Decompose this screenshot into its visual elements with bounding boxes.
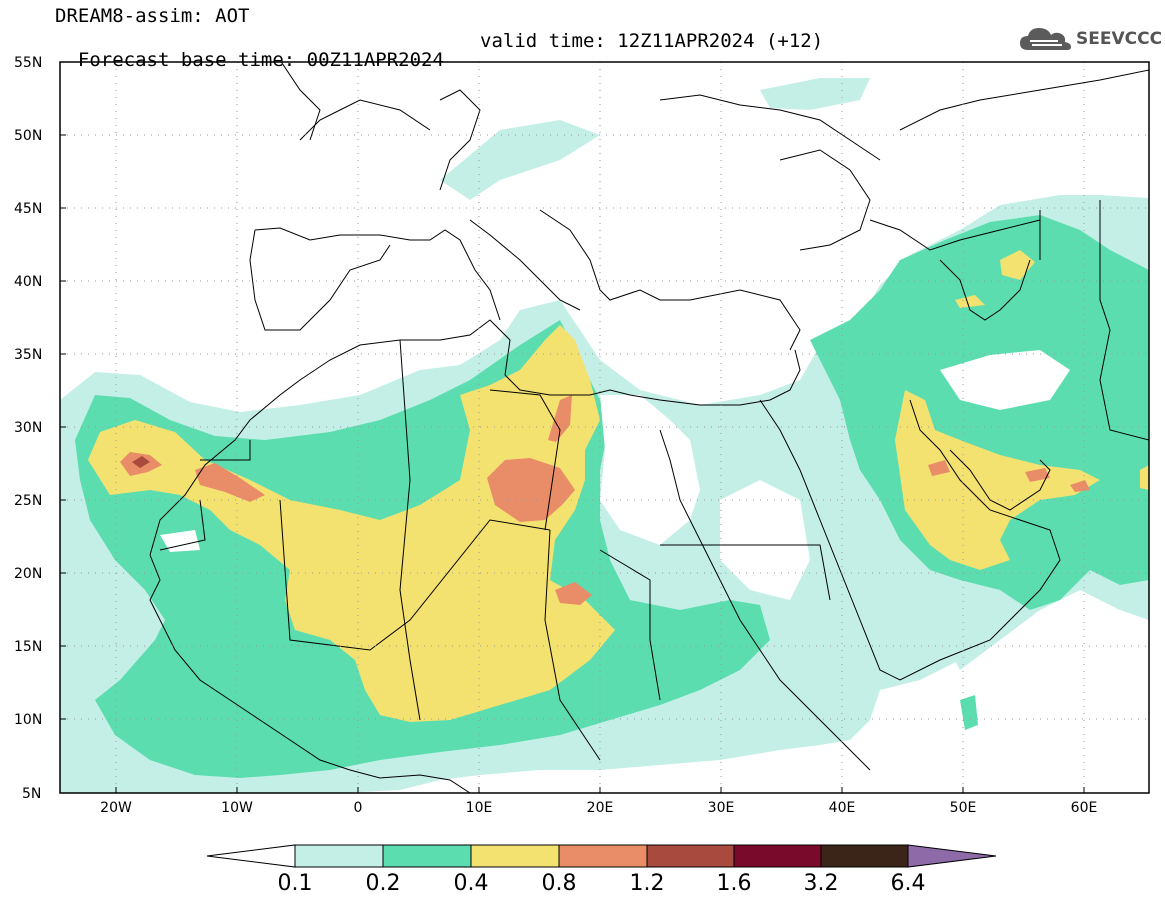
- aot-level-0.8: [555, 582, 592, 605]
- lat-tick-label: 55N: [14, 55, 42, 71]
- aot-level-1.2: [132, 456, 150, 468]
- lon-tick-label: 50E: [950, 800, 977, 816]
- aot-level-0.2: [810, 215, 1149, 610]
- lat-tick-label: 5N: [22, 786, 41, 802]
- lon-tick-label: 10E: [466, 800, 493, 816]
- map-title: DREAM8-assim: AOT: [55, 5, 250, 27]
- valid-time: valid time: 12Z11APR2024 (+12): [480, 30, 824, 52]
- map-gridlines: [60, 62, 1149, 793]
- lon-tick-label: 20W: [100, 800, 132, 816]
- aot-level-0.8: [1070, 480, 1090, 492]
- aot-clear-area: [720, 480, 810, 600]
- colorbar-label: 1.6: [717, 871, 752, 896]
- colorbar-swatch: [294, 844, 384, 868]
- lat-tick-label: 40N: [14, 274, 42, 290]
- aot-level-0.1: [940, 585, 1000, 670]
- aot-level-0.8: [1025, 468, 1050, 482]
- colorbar-label: 0.8: [542, 871, 577, 896]
- colorbar-under-arrow: [206, 844, 296, 868]
- colorbar-swatch: [558, 844, 648, 868]
- lon-tick-label: 40E: [829, 800, 856, 816]
- colorbar-label: 3.2: [804, 871, 839, 896]
- colorbar-label: 6.4: [891, 871, 926, 896]
- aot-contours: [60, 78, 1149, 793]
- colorbar-swatch: [470, 844, 560, 868]
- forecast-time-line: Forecast base time: 00Z11APR2024 valid t…: [55, 32, 823, 89]
- seevccc-logo: SEEVCCC: [1018, 24, 1162, 54]
- aot-level-0.1: [760, 78, 870, 110]
- colorbar-label: 0.4: [454, 871, 489, 896]
- lat-tick-labels: 55N 50N 45N 40N 35N 30N 25N 20N 15N 10N …: [14, 55, 42, 802]
- colorbar-label: 1.2: [630, 871, 665, 896]
- lon-tick-labels: 20W 10W 0 10E 20E 30E 40E 50E 60E: [100, 800, 1097, 816]
- colorbar-label: 0.1: [278, 871, 313, 896]
- colorbar-label: 0.2: [366, 871, 401, 896]
- lat-tick-label: 25N: [14, 493, 42, 509]
- map-coastlines: [149, 62, 1149, 793]
- colorbar-swatch: [646, 844, 735, 868]
- lat-tick-label: 10N: [14, 712, 42, 728]
- aot-clear-area: [600, 395, 700, 545]
- lat-tick-label: 45N: [14, 201, 42, 217]
- aot-colorbar: 0.1 0.2 0.4 0.8 1.2 1.6 3.2 6.4: [206, 844, 997, 896]
- map-tick-marks: [60, 61, 1085, 793]
- cloud-icon: [1020, 28, 1071, 50]
- aot-clear-area: [160, 530, 200, 552]
- aot-level-0.8: [548, 395, 572, 442]
- aot-level-0.4: [1140, 465, 1149, 490]
- lon-tick-label: 30E: [708, 800, 735, 816]
- forecast-base-time: Forecast base time: 00Z11APR2024: [77, 49, 444, 71]
- colorbar-swatch: [733, 844, 822, 868]
- aot-level-0.4: [895, 390, 1100, 570]
- aot-level-0.1: [440, 120, 600, 200]
- lat-tick-label: 20N: [14, 566, 42, 582]
- aot-level-0.8: [928, 460, 950, 476]
- aot-level-0.4: [88, 325, 615, 722]
- colorbar-swatch: [382, 844, 472, 868]
- aot-level-0.2: [960, 695, 978, 730]
- colorbar-swatch: [820, 844, 909, 868]
- lon-tick-label: 60E: [1071, 800, 1098, 816]
- aot-level-0.8: [195, 463, 265, 502]
- lat-tick-label: 35N: [14, 347, 42, 363]
- colorbar-over-arrow: [907, 844, 997, 868]
- lat-tick-label: 15N: [14, 639, 42, 655]
- lat-tick-label: 30N: [14, 420, 42, 436]
- lon-tick-label: 0: [354, 800, 363, 816]
- aot-level-0.4: [955, 295, 985, 308]
- lon-tick-label: 20E: [587, 800, 614, 816]
- logo-text: SEEVCCC: [1076, 29, 1163, 49]
- lat-tick-label: 50N: [14, 128, 42, 144]
- lon-tick-label: 10W: [221, 800, 253, 816]
- aot-clear-area: [940, 350, 1070, 410]
